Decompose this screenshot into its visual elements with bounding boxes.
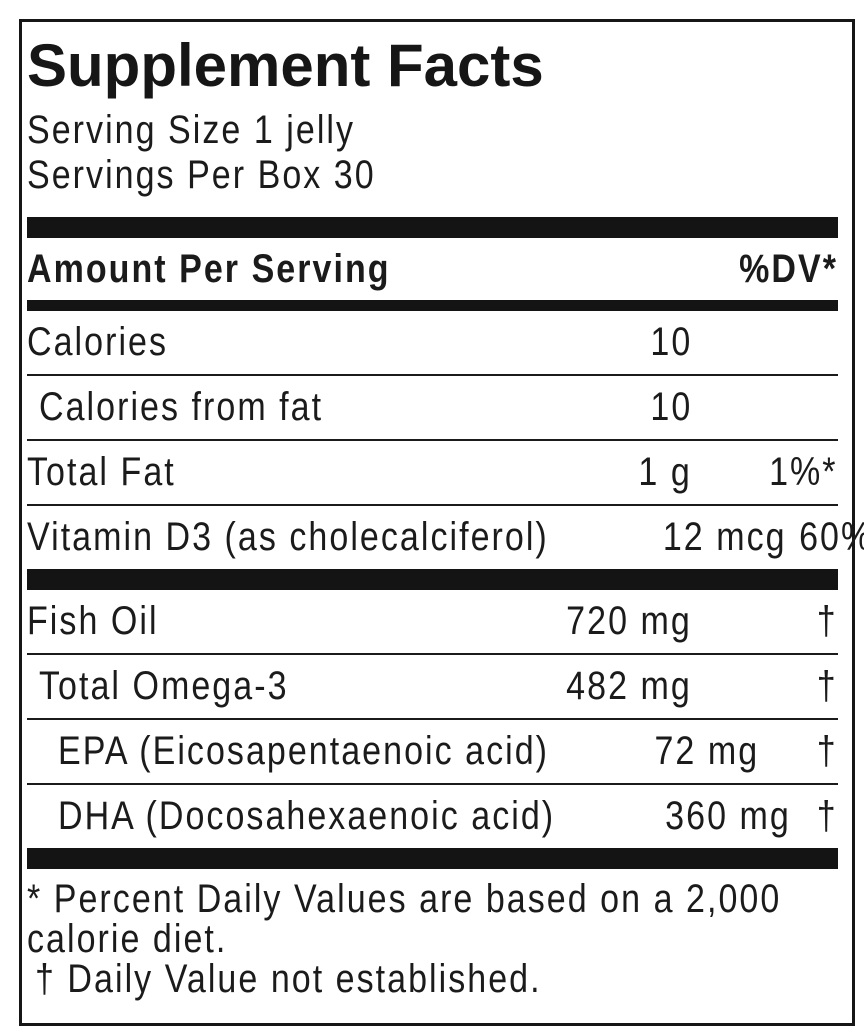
nutrient-name: Calories from fat [39,385,324,429]
table-row-dha: DHA (Docosahexaenoic acid) 360 mg † [27,783,838,848]
table-row-calories-from-fat: Calories from fat 10 [27,374,838,439]
nutrient-name: Total Fat [27,450,176,494]
nutrient-amount: 72 mg [654,729,759,773]
table-row-total-omega-3: Total Omega-3 482 mg † [27,653,838,718]
table-row-calories: Calories 10 [27,311,838,374]
label-title: Supplement Facts [27,32,544,99]
nutrient-amount: 482 mg [566,664,692,708]
nutrient-dv: 60% [799,515,864,559]
nutrient-name: Vitamin D3 (as cholecalciferol) [27,515,549,559]
table-row-epa: EPA (Eicosapentaenoic acid) 72 mg † [27,718,838,783]
amount-per-serving-header: Amount Per Serving [27,246,391,291]
nutrients-section-2: Fish Oil 720 mg † Total Omega-3 482 mg †… [27,590,838,848]
section-bar-bottom [27,848,838,869]
nutrient-dv: † [817,599,838,643]
serving-info: Serving Size 1 jelly Servings Per Box 30 [27,108,838,198]
nutrient-name: Total Omega-3 [39,664,289,708]
dv-header: %DV* [739,246,838,291]
nutrient-amount: 720 mg [566,599,692,643]
nutrient-dv: † [817,729,838,773]
table-row-fish-oil: Fish Oil 720 mg † [27,590,838,653]
nutrients-section-1: Calories 10 Calories from fat 10 Total F… [27,311,864,569]
nutrient-dv: † [817,664,838,708]
footnote-dagger: † Daily Value not established. [35,957,542,1001]
nutrient-amount: 10 [650,320,692,364]
nutrient-amount: 1 g [638,450,692,494]
section-bar-top [27,217,838,238]
nutrient-name: Calories [27,320,169,364]
nutrient-name: DHA (Docosahexaenoic acid) [58,794,556,838]
table-row-total-fat: Total Fat 1 g 1%* [27,439,838,504]
footnote-dv-basis-line1: * Percent Daily Values are based on a 2,… [27,877,782,921]
servings-per-box-text: Servings Per Box 30 [27,153,376,197]
nutrient-dv: 1%* [769,450,838,494]
column-header-row: Amount Per Serving %DV* [27,238,838,300]
section-bar-header [27,300,838,311]
supplement-facts-label: Supplement Facts Serving Size 1 jelly Se… [19,19,864,1026]
nutrient-amount: 10 [650,385,692,429]
nutrient-amount: 12 mcg [662,515,787,559]
footnotes: * Percent Daily Values are based on a 2,… [27,879,838,999]
footnote-dv-basis-line2: calorie diet. [27,917,228,961]
serving-size-text: Serving Size 1 jelly [27,108,356,152]
nutrient-name: Fish Oil [27,599,159,643]
nutrient-amount: 360 mg [665,794,791,838]
nutrient-dv: † [817,794,838,838]
section-bar-middle [27,569,838,590]
nutrient-name: EPA (Eicosapentaenoic acid) [58,729,550,773]
table-row-vitamin-d3: Vitamin D3 (as cholecalciferol) 12 mcg 6… [27,504,864,569]
